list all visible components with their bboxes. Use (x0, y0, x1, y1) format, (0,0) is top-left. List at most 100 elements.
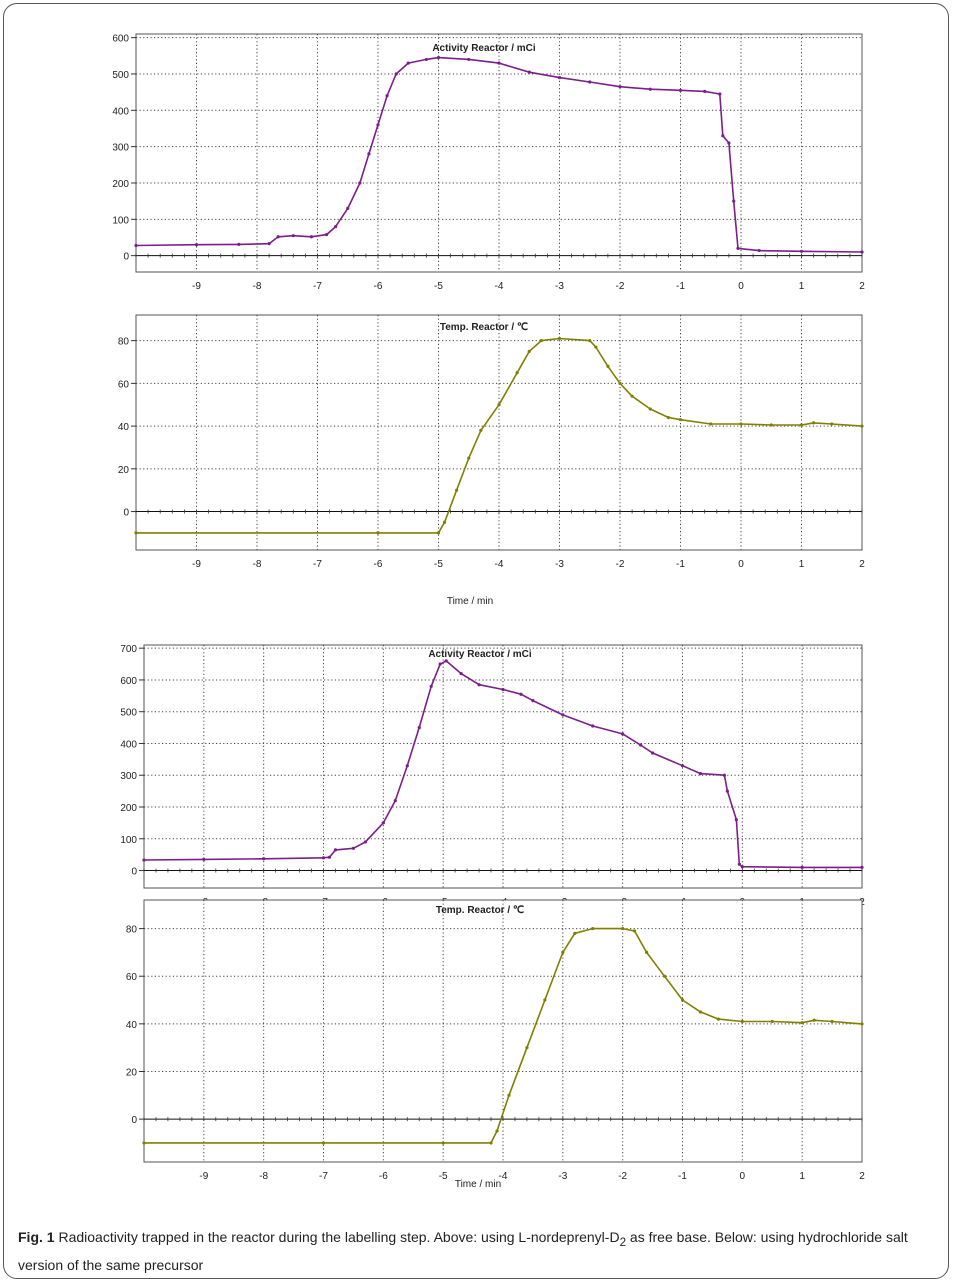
data-point (732, 199, 736, 203)
data-point (588, 80, 592, 84)
data-point (698, 772, 703, 776)
data-point (666, 415, 671, 420)
data-point (267, 242, 271, 246)
data-point (588, 339, 592, 343)
data-point (680, 998, 685, 1002)
data-point (406, 61, 410, 65)
data-point (467, 456, 471, 460)
caption-text: Radioactivity trapped in the reactor dur… (54, 1229, 620, 1245)
x-tick-label: -8 (259, 1171, 268, 1182)
y-tick-label: 500 (112, 70, 129, 81)
y-tick-label: 80 (126, 925, 138, 936)
x-tick-label: -5 (434, 559, 443, 570)
x-tick-label: -2 (618, 1171, 627, 1182)
y-tick-label: 300 (120, 771, 137, 782)
x-axis-label: Time / min (455, 1179, 501, 1190)
x-tick-label: 0 (738, 559, 744, 570)
x-tick-label: 1 (799, 1171, 805, 1182)
x-tick-label: -9 (192, 559, 201, 570)
data-point (194, 243, 199, 247)
data-point (739, 422, 743, 426)
x-tick-label: -7 (313, 559, 322, 570)
x-tick-label: -9 (199, 1171, 208, 1182)
data-point (769, 423, 773, 427)
x-tick-label: -6 (374, 281, 383, 292)
data-point (531, 698, 535, 703)
data-point (489, 1141, 493, 1145)
data-point (519, 692, 523, 696)
data-point (455, 488, 459, 492)
y-tick-label: 0 (131, 867, 137, 878)
data-point (812, 1018, 816, 1022)
figure-caption: Fig. 1 Radioactivity trapped in the reac… (18, 1226, 938, 1276)
data-point (860, 865, 864, 869)
y-tick-label: 200 (112, 179, 129, 190)
data-point (351, 846, 356, 850)
data-point (716, 1017, 721, 1021)
data-point (381, 821, 385, 825)
data-point (721, 134, 725, 138)
data-point (527, 70, 531, 74)
data-point (722, 773, 726, 777)
x-tick-label: 1 (799, 559, 805, 570)
x-tick-label: -8 (253, 281, 262, 292)
data-point (606, 364, 610, 368)
y-tick-label: 20 (126, 1067, 138, 1078)
data-point (539, 339, 543, 343)
chart-title: Temp. Reactor / ℃ (436, 905, 524, 916)
figure-canvas: -9 -8 -7 -6 -5 -4 -3 -2 -1 0 1 20100200300400500600… (112, 33, 865, 1190)
activity-chart-below: -9-8-7-6-5-4-3-2-10120100200300400500600… (120, 644, 865, 908)
data-point (740, 865, 744, 869)
data-point (594, 345, 598, 349)
data-point (495, 1129, 499, 1133)
y-tick-label: 300 (112, 143, 129, 154)
data-point (309, 235, 314, 239)
y-tick-label: 100 (120, 835, 137, 846)
data-point (860, 424, 864, 428)
data-point (237, 242, 241, 246)
data-point (134, 243, 138, 248)
data-point (467, 57, 471, 62)
y-tick-label: 100 (112, 215, 129, 226)
data-point (698, 1010, 703, 1014)
data-point (812, 421, 816, 425)
y-tick-label: 400 (112, 106, 129, 117)
data-point (333, 848, 338, 852)
data-point (618, 381, 622, 385)
data-point (645, 950, 649, 955)
data-point (727, 141, 731, 145)
data-point (630, 394, 634, 398)
data-point (262, 857, 266, 861)
data-point (561, 713, 565, 717)
data-point (678, 418, 683, 422)
data-point (363, 840, 367, 844)
x-tick-label: -1 (676, 559, 685, 570)
x-tick-label: -3 (555, 559, 564, 570)
data-point (737, 862, 741, 866)
x-tick-label: -7 (313, 281, 322, 292)
x-tick-label: -6 (374, 559, 383, 570)
data-point (424, 57, 428, 62)
data-point (442, 520, 447, 524)
x-tick-label: 2 (859, 1171, 865, 1182)
y-tick-label: 40 (118, 422, 130, 433)
data-point (291, 234, 295, 238)
data-point (662, 974, 667, 978)
data-point (557, 76, 562, 80)
data-point (860, 1022, 864, 1026)
x-tick-label: -4 (495, 281, 504, 292)
x-tick-label: -2 (616, 559, 625, 570)
y-tick-label: 20 (118, 465, 130, 476)
data-point (678, 88, 683, 92)
data-point (557, 336, 562, 341)
data-point (334, 224, 338, 229)
y-tick-label: 200 (120, 803, 137, 814)
data-point (376, 531, 380, 535)
data-point (591, 724, 595, 728)
data-point (429, 684, 433, 688)
data-point (393, 799, 397, 803)
y-tick-label: 60 (118, 379, 130, 390)
activity-chart-above: -9 -8 -7 -6 -5 -4 -3 -2 -1 0 1 2 0 100 200 300 400 500 600… (112, 33, 865, 292)
